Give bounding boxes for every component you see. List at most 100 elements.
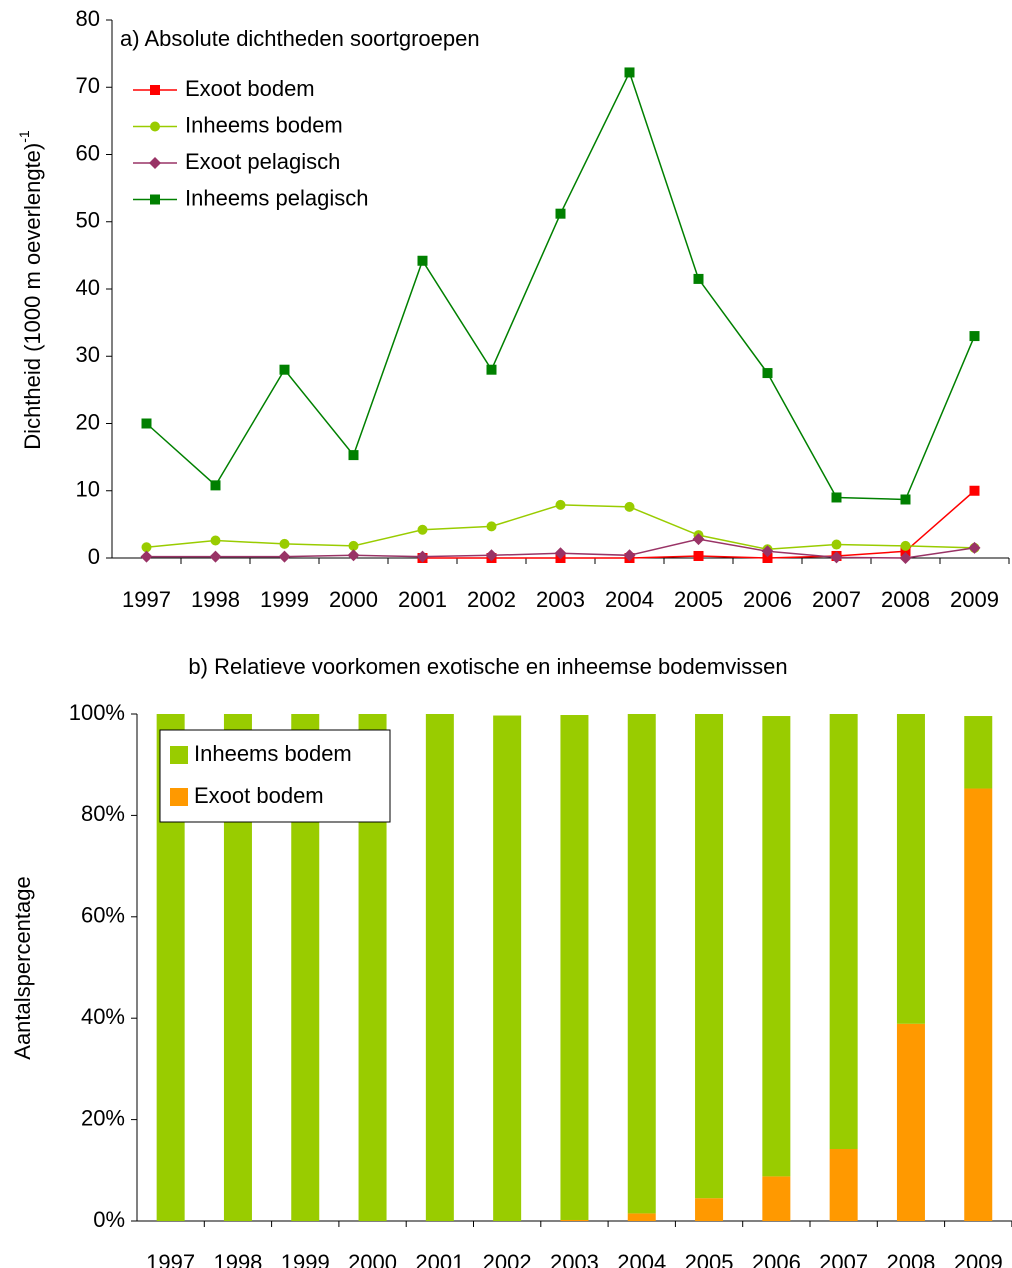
bar-segment bbox=[695, 714, 724, 1199]
x-tick-label: 2003 bbox=[536, 587, 585, 612]
x-tick-label: 2002 bbox=[483, 1250, 532, 1268]
marker bbox=[831, 492, 842, 503]
x-tick-label: 1999 bbox=[281, 1250, 330, 1268]
chart-title: b) Relatieve voorkomen exotische en inhe… bbox=[188, 654, 787, 679]
x-tick-label: 2004 bbox=[617, 1250, 666, 1268]
marker bbox=[417, 255, 428, 266]
marker bbox=[278, 550, 291, 563]
y-tick-label: 10 bbox=[76, 477, 100, 502]
marker bbox=[210, 480, 221, 491]
y-tick-label: 60 bbox=[76, 140, 100, 165]
marker bbox=[693, 273, 704, 284]
marker bbox=[900, 546, 911, 557]
bar-segment bbox=[425, 714, 454, 1221]
marker bbox=[554, 547, 567, 560]
y-tick-label: 80% bbox=[81, 801, 125, 826]
x-tick-label: 1998 bbox=[191, 587, 240, 612]
chart-title: a) Absolute dichtheden soortgroepen bbox=[120, 26, 480, 51]
bar-segment bbox=[896, 714, 925, 1024]
marker bbox=[141, 418, 152, 429]
bar-segment bbox=[829, 1149, 858, 1221]
marker bbox=[486, 521, 497, 532]
x-tick-label: 2000 bbox=[329, 587, 378, 612]
marker bbox=[150, 194, 160, 205]
x-tick-label: 2006 bbox=[743, 587, 792, 612]
marker bbox=[416, 550, 429, 563]
marker bbox=[279, 364, 290, 375]
marker bbox=[140, 550, 153, 563]
marker bbox=[900, 494, 911, 505]
x-tick-label: 2002 bbox=[467, 587, 516, 612]
marker bbox=[900, 540, 911, 551]
x-tick-label: 2005 bbox=[674, 587, 723, 612]
y-axis-label: Dichtheid (1000 m oeverlengte)-1 bbox=[16, 130, 45, 450]
bar-segment bbox=[560, 1219, 589, 1221]
y-axis-label-text: Dichtheid (1000 m oeverlengte) bbox=[20, 143, 45, 450]
series-line bbox=[422, 490, 975, 559]
x-tick-label: 1999 bbox=[260, 587, 309, 612]
y-tick-label: 80 bbox=[76, 6, 100, 31]
marker bbox=[485, 549, 498, 562]
bar-segment bbox=[627, 1213, 656, 1221]
y-axis-label-superscript: -1 bbox=[16, 130, 32, 143]
y-tick-label: 40% bbox=[81, 1004, 125, 1029]
marker bbox=[969, 485, 980, 496]
x-tick-label: 1998 bbox=[213, 1250, 262, 1268]
marker bbox=[150, 85, 160, 95]
x-tick-label: 2001 bbox=[415, 1250, 464, 1268]
x-tick-label: 1997 bbox=[122, 587, 171, 612]
marker bbox=[141, 542, 152, 553]
y-tick-label: 0 bbox=[88, 544, 100, 569]
x-tick-label: 2009 bbox=[950, 587, 999, 612]
x-tick-label: 2007 bbox=[812, 587, 861, 612]
marker bbox=[761, 545, 774, 558]
marker bbox=[693, 550, 704, 561]
marker bbox=[762, 553, 773, 563]
y-tick-label: 50 bbox=[76, 208, 100, 233]
y-tick-label: 20 bbox=[76, 409, 100, 434]
y-tick-label: 30 bbox=[76, 342, 100, 367]
series-line bbox=[146, 504, 975, 551]
marker bbox=[969, 331, 980, 342]
x-tick-label: 2008 bbox=[881, 587, 930, 612]
bar-segment bbox=[493, 715, 522, 1221]
bar-segment bbox=[762, 1176, 791, 1221]
legend-swatch bbox=[170, 788, 188, 806]
marker bbox=[149, 157, 161, 169]
marker bbox=[624, 67, 635, 78]
x-tick-label: 2007 bbox=[819, 1250, 868, 1268]
bar-segment bbox=[695, 1198, 724, 1221]
x-tick-label: 2009 bbox=[954, 1250, 1003, 1268]
legend-label: Inheems bodem bbox=[194, 741, 352, 766]
x-tick-label: 2005 bbox=[685, 1250, 734, 1268]
y-tick-label: 0% bbox=[93, 1207, 125, 1232]
marker bbox=[210, 535, 221, 546]
x-tick-label: 2004 bbox=[605, 587, 654, 612]
marker bbox=[279, 538, 290, 549]
x-tick-label: 1997 bbox=[146, 1250, 195, 1268]
legend-label: Inheems bodem bbox=[185, 112, 343, 137]
marker bbox=[150, 121, 160, 132]
marker bbox=[899, 552, 912, 564]
marker bbox=[348, 540, 359, 551]
x-tick-label: 2001 bbox=[398, 587, 447, 612]
bar-segment bbox=[964, 788, 993, 1221]
y-tick-label: 20% bbox=[81, 1105, 125, 1130]
marker bbox=[555, 208, 566, 219]
legend-label: Exoot bodem bbox=[185, 76, 315, 101]
marker bbox=[486, 364, 497, 375]
bar-segment bbox=[627, 714, 656, 1214]
marker bbox=[968, 541, 981, 554]
marker bbox=[692, 533, 705, 546]
y-tick-label: 40 bbox=[76, 275, 100, 300]
marker bbox=[555, 499, 566, 510]
marker bbox=[831, 539, 842, 550]
legend-box bbox=[159, 729, 391, 823]
marker bbox=[623, 549, 636, 562]
bar-segment bbox=[762, 716, 791, 1177]
bar-segment bbox=[829, 714, 858, 1150]
legend-swatch bbox=[170, 746, 188, 764]
bar-segment bbox=[560, 715, 589, 1220]
y-tick-label: 70 bbox=[76, 73, 100, 98]
